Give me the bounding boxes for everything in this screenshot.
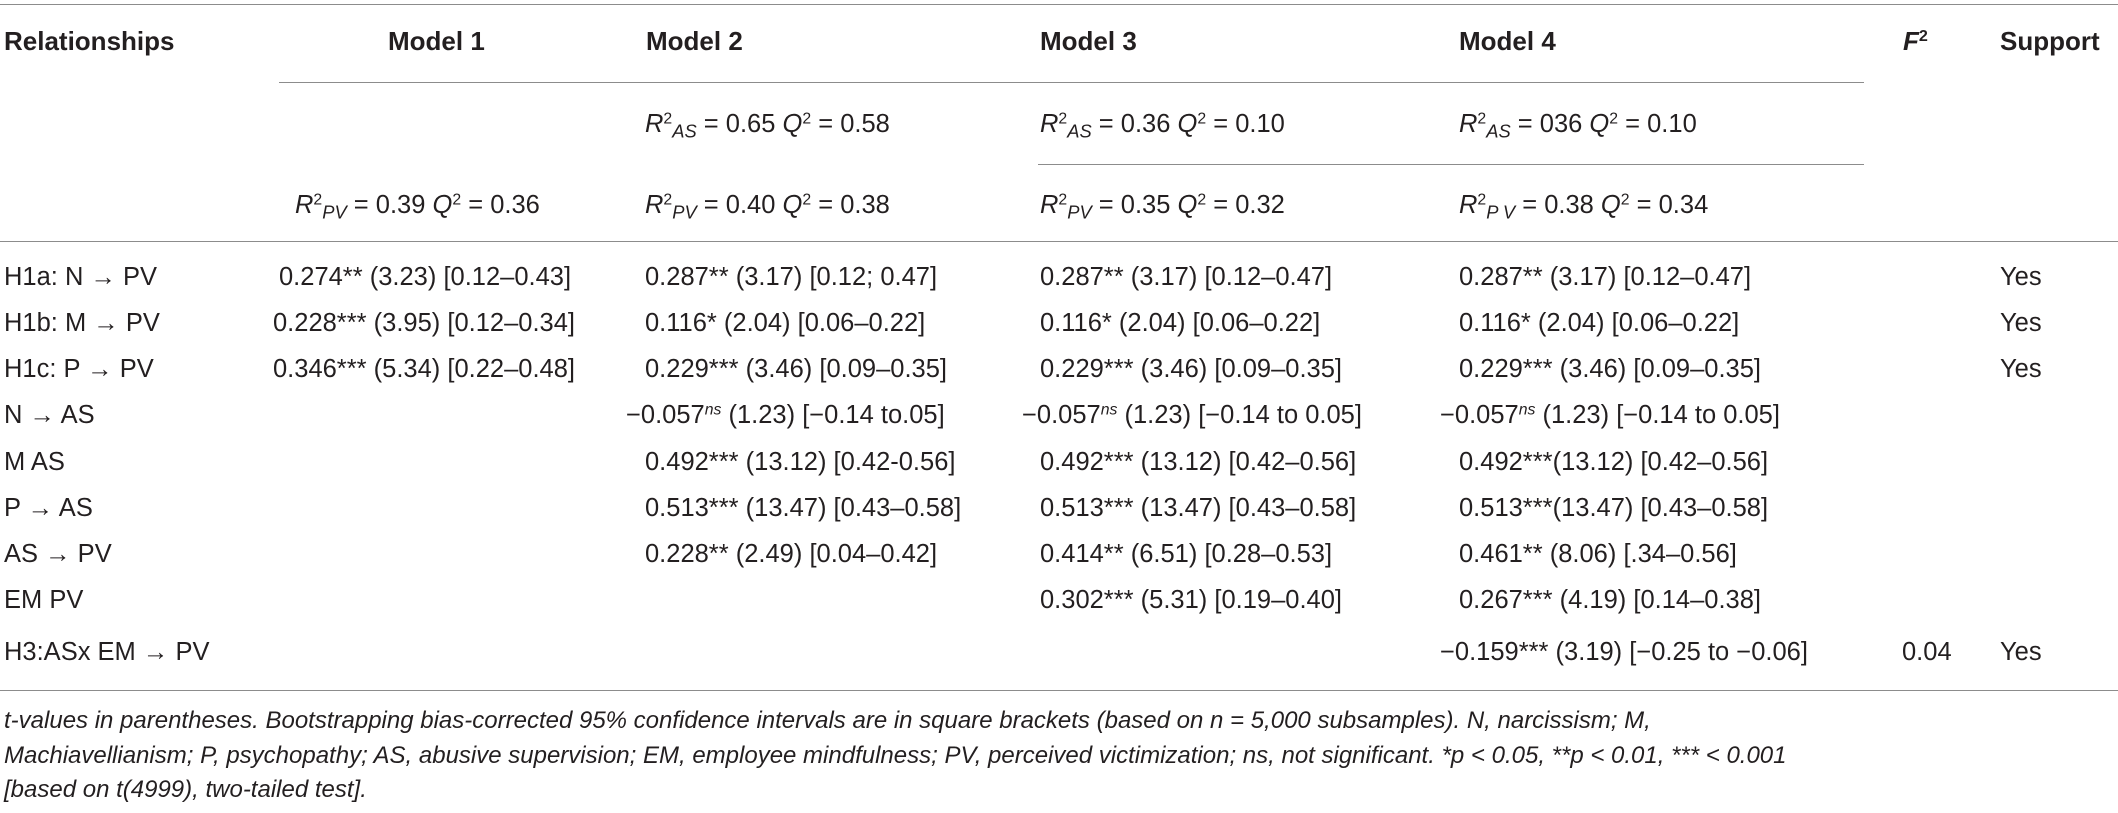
model-3-r2-as: R2AS = 0.36 Q2 = 0.10: [1040, 110, 1285, 142]
row-h1a-support: Yes: [2000, 263, 2042, 291]
model-2-r2-pv: R2PV = 0.40 Q2 = 0.38: [645, 191, 890, 223]
row-h1a-model-2: 0.287** (3.17) [0.12; 0.47]: [645, 263, 938, 291]
table-bottom-rule: [0, 690, 2118, 691]
model-2-r2-as: R2AS = 0.65 Q2 = 0.58: [645, 110, 890, 142]
row-h1a-model-1: 0.274** (3.23) [0.12–0.43]: [279, 263, 572, 291]
header-model-1: Model 1: [388, 26, 485, 56]
footnote-line-1: t-values in parentheses. Bootstrapping b…: [4, 707, 1651, 734]
row-as-pv-model-2: 0.228** (2.49) [0.04–0.42]: [645, 540, 938, 568]
header-model-3: Model 3: [1040, 26, 1137, 56]
header-support: Support: [2000, 26, 2100, 56]
row-as-pv-model-4: 0.461** (8.06) [.34–0.56]: [1459, 540, 1737, 568]
row-h1b-model-1: 0.228*** (3.95) [0.12–0.34]: [273, 309, 575, 337]
models-3-4-underline: [1038, 164, 1864, 165]
row-h3-f-squared: 0.04: [1902, 638, 1952, 666]
row-em-pv-relationship: EM PV: [4, 586, 84, 614]
row-p-as-model-4: 0.513***(13.47) [0.43–0.58]: [1459, 494, 1769, 522]
header-bottom-rule: [0, 241, 2118, 242]
row-h1b-support: Yes: [2000, 309, 2042, 337]
row-m-as-model-2: 0.492*** (13.12) [0.42-0.56]: [645, 448, 956, 476]
row-h1b-relationship: H1b: M → PV: [4, 309, 160, 337]
row-p-as-relationship: P → AS: [4, 494, 93, 522]
row-h1b-model-2: 0.116* (2.04) [0.06–0.22]: [645, 309, 926, 337]
row-h1c-model-4: 0.229*** (3.46) [0.09–0.35]: [1459, 355, 1761, 383]
model-4-r2-pv: R2P V = 0.38 Q2 = 0.34: [1459, 191, 1709, 223]
top-rule: [0, 4, 2118, 5]
row-h3-model-4: −0.159*** (3.19) [−0.25 to −0.06]: [1440, 638, 1808, 666]
row-m-as-model-3: 0.492*** (13.12) [0.42–0.56]: [1040, 448, 1357, 476]
header-relationships: Relationships: [4, 26, 175, 56]
row-h1c-model-1: 0.346*** (5.34) [0.22–0.48]: [273, 355, 575, 383]
row-n-as-model-3: −0.057ns (1.23) [−0.14 to 0.05]: [1022, 401, 1362, 429]
row-n-as-model-4: −0.057ns (1.23) [−0.14 to 0.05]: [1440, 401, 1780, 429]
row-h1c-model-3: 0.229*** (3.46) [0.09–0.35]: [1040, 355, 1342, 383]
row-h1b-model-3: 0.116* (2.04) [0.06–0.22]: [1040, 309, 1321, 337]
row-as-pv-model-3: 0.414** (6.51) [0.28–0.53]: [1040, 540, 1333, 568]
model-3-r2-pv: R2PV = 0.35 Q2 = 0.32: [1040, 191, 1285, 223]
row-em-pv-model-4: 0.267*** (4.19) [0.14–0.38]: [1459, 586, 1761, 614]
models-underline: [279, 82, 1864, 83]
row-m-as-relationship: M AS: [4, 448, 65, 476]
header-f-squared: F2: [1903, 26, 1928, 56]
row-h1b-model-4: 0.116* (2.04) [0.06–0.22]: [1459, 309, 1740, 337]
row-h3-relationship: H3:ASx EM → PV: [4, 638, 210, 666]
row-m-as-model-4: 0.492***(13.12) [0.42–0.56]: [1459, 448, 1769, 476]
row-h1c-relationship: H1c: P → PV: [4, 355, 154, 383]
header-model-4: Model 4: [1459, 26, 1556, 56]
footnote-line-3: [based on t(4999), two-tailed test].: [4, 776, 367, 803]
row-h1a-relationship: H1a: N → PV: [4, 263, 158, 291]
row-p-as-model-3: 0.513*** (13.47) [0.43–0.58]: [1040, 494, 1357, 522]
footnote-line-2: Machiavellianism; P, psychopathy; AS, ab…: [4, 741, 1787, 769]
row-n-as-relationship: N → AS: [4, 401, 95, 429]
row-em-pv-model-3: 0.302*** (5.31) [0.19–0.40]: [1040, 586, 1342, 614]
row-h1c-model-2: 0.229*** (3.46) [0.09–0.35]: [645, 355, 947, 383]
row-n-as-model-2: −0.057ns (1.23) [−0.14 to.05]: [626, 401, 945, 429]
row-h1a-model-3: 0.287** (3.17) [0.12–0.47]: [1040, 263, 1333, 291]
row-h1a-model-4: 0.287** (3.17) [0.12–0.47]: [1459, 263, 1752, 291]
row-h1c-support: Yes: [2000, 355, 2042, 383]
row-as-pv-relationship: AS → PV: [4, 540, 112, 568]
model-4-r2-as: R2AS = 036 Q2 = 0.10: [1459, 110, 1697, 142]
table-footnote: t-values in parentheses. Bootstrapping b…: [4, 704, 2112, 808]
row-p-as-model-2: 0.513*** (13.47) [0.43–0.58]: [645, 494, 962, 522]
row-h3-support: Yes: [2000, 638, 2042, 666]
header-model-2: Model 2: [646, 26, 743, 56]
model-1-r2-pv: R2PV = 0.39 Q2 = 0.36: [295, 191, 540, 223]
